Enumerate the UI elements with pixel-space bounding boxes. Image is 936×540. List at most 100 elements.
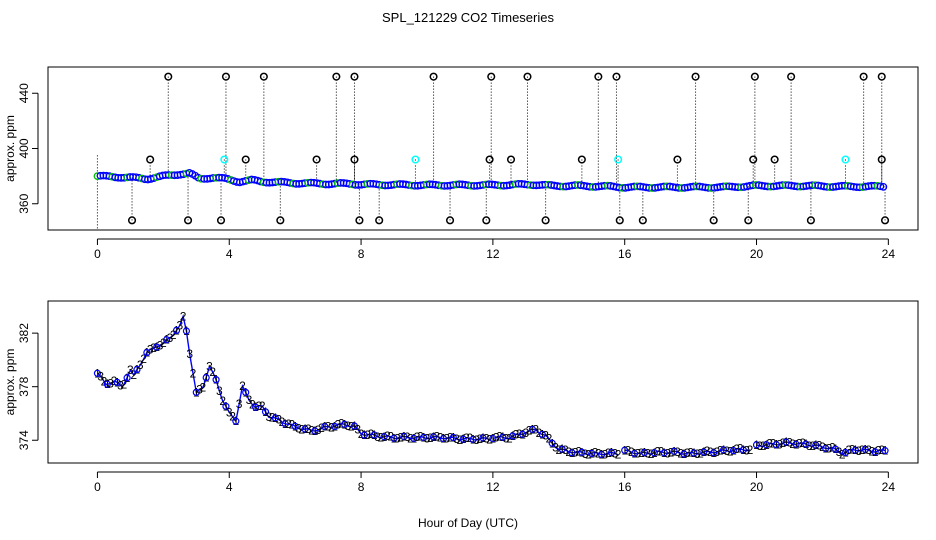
outlier-point — [523, 72, 532, 81]
data-label: 3 — [157, 338, 164, 352]
data-label: 1 — [173, 323, 180, 337]
data-label: 1 — [302, 422, 309, 436]
data-label: 3 — [434, 430, 441, 444]
data-label: 3 — [582, 447, 589, 461]
y-axis-title: approx. ppm — [3, 115, 17, 182]
data-label: 1 — [242, 385, 249, 399]
x-tick-label: 24 — [882, 480, 896, 494]
data-label: 2 — [190, 366, 197, 380]
data-label: 1 — [700, 445, 707, 459]
x-tick-label: 16 — [618, 247, 632, 261]
data-label: 1 — [371, 428, 378, 442]
data-point — [311, 427, 319, 435]
data-label: 1 — [183, 324, 190, 338]
data-label: 1 — [651, 446, 658, 460]
data-label: 3 — [364, 428, 371, 442]
data-label: 3 — [107, 376, 114, 390]
data-label: 1 — [134, 363, 141, 377]
data-point — [449, 433, 457, 442]
data-point — [212, 376, 220, 384]
data-label: 1 — [832, 442, 839, 456]
data-label: 1 — [569, 446, 576, 460]
outlier-point — [184, 216, 193, 225]
data-point — [578, 448, 586, 456]
data-label: 2 — [140, 352, 147, 366]
top-plot-area — [93, 72, 890, 230]
data-label: 3 — [384, 429, 391, 443]
data-label: 1 — [312, 424, 319, 438]
data-label: 3 — [453, 432, 460, 446]
data-label: 3 — [875, 444, 882, 458]
outlier-point — [164, 72, 173, 81]
data-label: 1 — [381, 430, 388, 444]
outlier-point — [841, 155, 850, 164]
x-tick-label: 0 — [94, 247, 101, 261]
data-label: 3 — [246, 393, 253, 407]
figure-title: SPL_121229 CO2 Timeseries — [382, 10, 554, 25]
data-label: 2 — [130, 368, 137, 382]
data-point — [538, 430, 546, 439]
data-point — [802, 440, 810, 448]
data-point — [271, 414, 279, 422]
data-label: 3 — [635, 447, 642, 461]
y-tick-label: 374 — [17, 430, 31, 450]
data-label: 2 — [170, 328, 177, 342]
data-label: 1 — [124, 371, 131, 385]
data-label: 3 — [592, 446, 599, 460]
data-point — [876, 182, 885, 191]
outlier-point — [787, 72, 796, 81]
series-line — [492, 428, 619, 456]
data-label: 3 — [315, 423, 322, 437]
data-label: 1 — [872, 445, 879, 459]
data-label: 1 — [681, 447, 688, 461]
data-label: 1 — [773, 438, 780, 452]
data-label: 1 — [509, 429, 516, 443]
data-label: 3 — [167, 331, 174, 345]
data-label: 1 — [783, 435, 790, 449]
outlier-point — [638, 216, 647, 225]
outlier-point — [673, 155, 682, 164]
data-point — [489, 434, 497, 443]
outlier-point — [375, 216, 384, 225]
x-tick-label: 12 — [486, 480, 500, 494]
outlier-point — [332, 72, 341, 81]
data-label: 1 — [252, 400, 259, 414]
data-point — [429, 433, 438, 441]
data-label: 1 — [793, 437, 800, 451]
data-label: 1 — [341, 417, 348, 431]
data-point — [281, 420, 289, 428]
y-tick-label: 378 — [17, 376, 31, 396]
outlier-point — [355, 216, 364, 225]
data-point — [670, 447, 678, 455]
data-point — [509, 432, 517, 440]
data-point — [103, 380, 111, 388]
data-label: 1 — [842, 446, 849, 460]
data-point — [700, 448, 708, 456]
data-label: 3 — [325, 420, 332, 434]
data-label: 3 — [503, 431, 510, 445]
data-label: 1 — [559, 442, 566, 456]
data-label: 3 — [714, 445, 721, 459]
x-tick-label: 20 — [750, 247, 764, 261]
data-label: 1 — [361, 428, 368, 442]
data-point — [420, 433, 428, 442]
x-tick-label: 16 — [618, 480, 632, 494]
data-point — [832, 445, 840, 453]
data-label: 2 — [747, 443, 754, 457]
data-label: 1 — [812, 438, 819, 452]
data-point — [350, 422, 359, 430]
outlier-point — [594, 72, 603, 81]
outlier-point — [806, 216, 815, 225]
x-tick-label: 4 — [226, 480, 233, 494]
y-axis-title: approx. ppm — [3, 349, 17, 416]
data-label: 2 — [209, 365, 216, 379]
plot-frame — [47, 66, 919, 231]
data-label: 1 — [519, 427, 526, 441]
data-label: 3 — [305, 422, 312, 436]
data-label: 1 — [529, 422, 536, 436]
data-label: 3 — [285, 417, 292, 431]
data-label: 3 — [404, 430, 411, 444]
data-label: 1 — [661, 446, 668, 460]
outlier-point — [411, 155, 420, 164]
data-label: 3 — [552, 440, 559, 454]
